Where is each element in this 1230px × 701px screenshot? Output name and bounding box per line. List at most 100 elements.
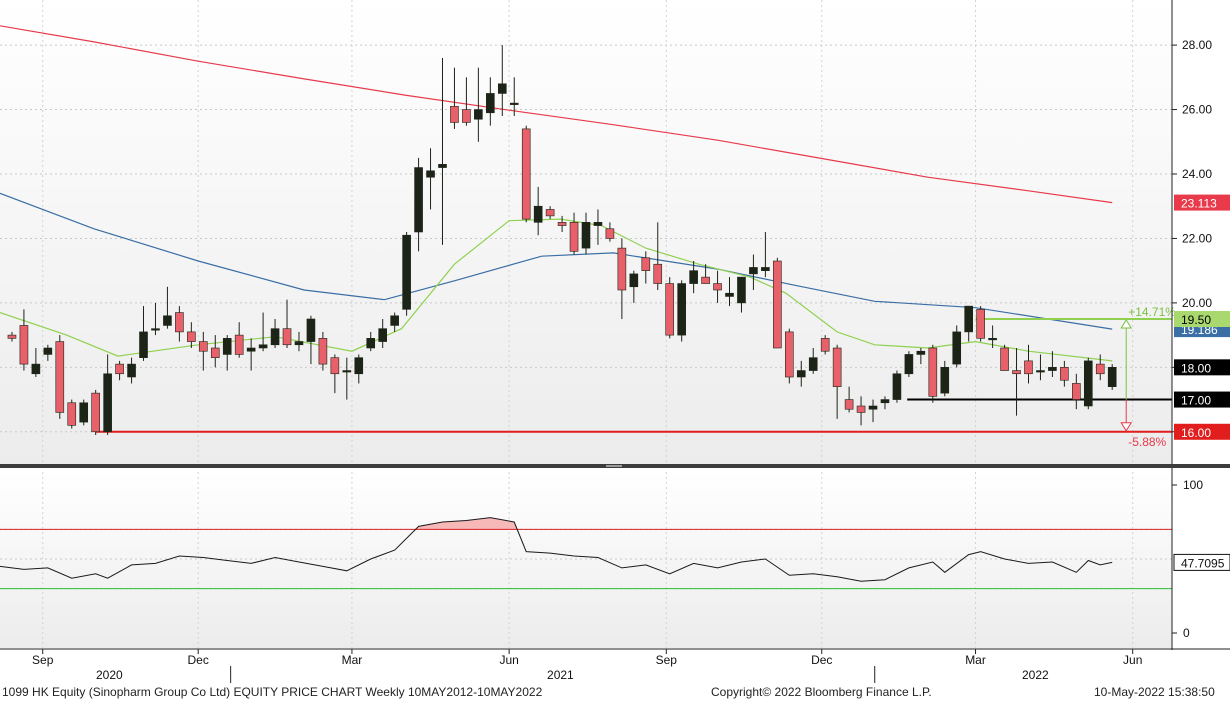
candlestick <box>258 312 268 352</box>
candlestick <box>545 206 555 220</box>
level-value-tag: 16.00 <box>1181 426 1211 440</box>
candle-body <box>378 328 387 342</box>
candlestick <box>964 305 973 342</box>
oscillator-panel-background <box>0 472 1172 648</box>
candlestick <box>665 277 675 339</box>
month-label: Dec <box>811 653 832 667</box>
candlestick <box>569 212 579 255</box>
candlestick <box>1024 344 1033 384</box>
candlestick <box>581 212 591 255</box>
candlestick <box>115 360 124 381</box>
candlestick <box>1000 344 1009 371</box>
candle-body <box>19 325 29 365</box>
candle-body <box>701 276 710 284</box>
candlestick <box>43 344 53 361</box>
candlestick <box>91 389 100 435</box>
candle-body <box>749 267 758 275</box>
price-tick-label: 28.00 <box>1182 38 1212 52</box>
candle-body <box>868 405 878 410</box>
candlestick <box>904 351 914 377</box>
candle-body <box>438 164 447 168</box>
candle-body <box>210 347 220 358</box>
candlestick <box>151 302 160 336</box>
candle-body <box>199 341 208 352</box>
candlestick <box>402 232 411 316</box>
candle-body <box>605 228 615 239</box>
price-tick-label: 20.00 <box>1182 296 1212 310</box>
candle-body <box>450 106 459 123</box>
candle-body <box>79 402 89 423</box>
candle-body <box>1024 360 1033 375</box>
candle-body <box>844 399 854 410</box>
panel-resize-handle <box>606 465 622 467</box>
candle-body <box>593 222 603 226</box>
candlestick <box>294 331 304 352</box>
candlestick <box>653 222 663 290</box>
level-value-tag-background <box>1174 311 1230 327</box>
security-description: 1099 HK Equity (Sinopharm Group Co Ltd) … <box>2 685 543 699</box>
candlestick <box>773 257 782 349</box>
candle-body <box>964 305 973 333</box>
copyright-notice: Copyright© 2022 Bloomberg Finance L.P. <box>711 685 932 699</box>
candle-body <box>127 363 136 378</box>
candle-body <box>880 399 890 404</box>
candle-body <box>976 309 985 339</box>
candlestick <box>617 238 627 319</box>
month-label: Jun <box>1123 653 1142 667</box>
candlestick <box>844 386 854 413</box>
candlestick <box>438 58 447 245</box>
candlestick <box>1036 354 1045 381</box>
level-value-tag-background <box>1174 391 1230 408</box>
candlestick <box>856 396 866 426</box>
candle-body <box>617 247 627 291</box>
candlestick <box>378 319 387 348</box>
price-tick-label: 26.00 <box>1182 103 1212 117</box>
candle-body <box>139 331 148 358</box>
candlestick <box>820 335 830 355</box>
level-value-tag: 19.50 <box>1181 313 1211 327</box>
candlestick <box>521 125 531 223</box>
month-label: Sep <box>656 653 678 667</box>
candle-body <box>151 328 160 331</box>
candlestick <box>725 277 734 307</box>
candlestick <box>67 399 77 429</box>
month-label: Sep <box>32 653 54 667</box>
price-value-tag-background <box>1174 359 1230 376</box>
candlestick <box>390 312 399 332</box>
candle-body <box>342 370 352 373</box>
candle-body <box>581 222 591 249</box>
oscillator-line <box>0 517 1113 582</box>
candle-body <box>43 347 53 355</box>
candlestick <box>366 331 376 352</box>
candlestick <box>593 209 603 245</box>
candle-body <box>832 347 842 387</box>
year-label: 2022 <box>1022 668 1049 682</box>
chart-canvas: +14.71% -5.88% 28.00 26.00 24.00 22.00 20.00 1… <box>0 0 1230 683</box>
candle-body <box>330 357 340 375</box>
candle-body <box>115 363 124 375</box>
candle-body <box>892 373 902 400</box>
candlestick <box>1083 357 1093 410</box>
candle-body <box>462 109 471 123</box>
candlestick <box>940 360 950 397</box>
candlestick <box>163 286 172 329</box>
candlestick <box>306 315 316 365</box>
level-value-tag-background <box>1174 423 1230 440</box>
candlestick <box>916 348 926 365</box>
candle-body <box>820 338 830 352</box>
candlestick <box>354 354 364 384</box>
candle-body <box>282 328 292 346</box>
candle-body <box>222 338 232 355</box>
candle-body <box>7 334 17 339</box>
oscillator-tick-label: 0 <box>1183 626 1190 640</box>
candlestick <box>462 77 471 126</box>
candle-body <box>234 334 244 355</box>
candlestick <box>928 344 938 403</box>
month-label: Mar <box>965 653 986 667</box>
candle-body <box>677 283 686 336</box>
candle-body <box>928 347 938 397</box>
candlestick <box>318 331 328 371</box>
candlestick <box>1072 373 1081 410</box>
oscillator-value-tag-background <box>1174 554 1230 571</box>
candle-body <box>940 367 950 394</box>
